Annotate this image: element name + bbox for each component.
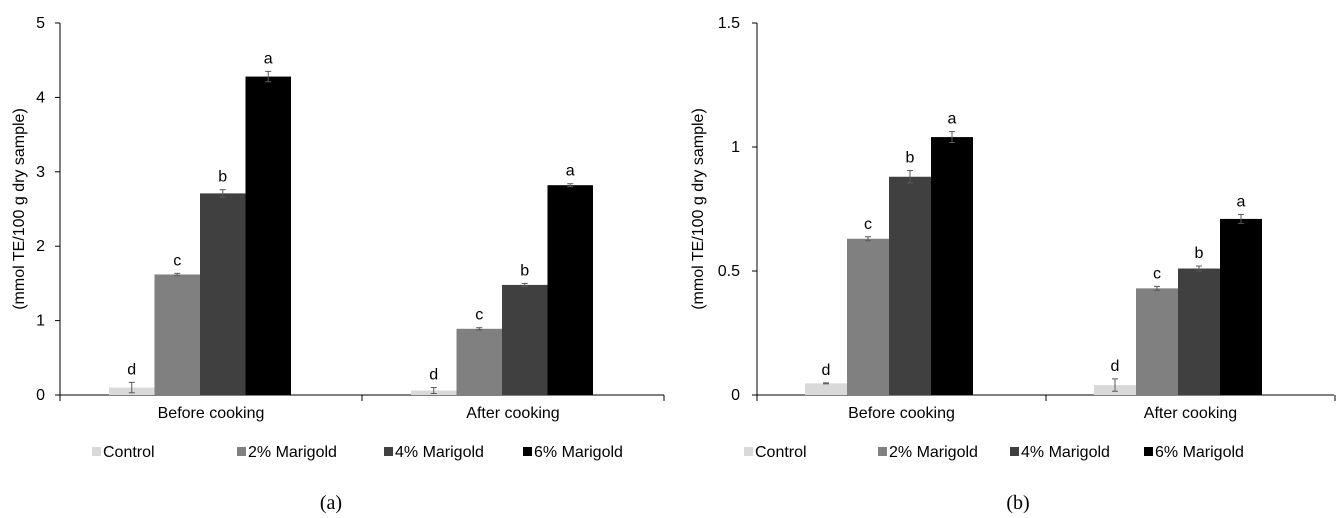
b-legend-swatch [878, 447, 887, 456]
a-bar [547, 185, 593, 395]
b-significance-letter: a [948, 111, 957, 128]
a-category-label: After cooking [466, 405, 559, 422]
a-significance-letter: b [520, 262, 529, 279]
a-y-tick-label: 3 [36, 164, 45, 181]
b-legend-label: 6% Marigold [1155, 444, 1244, 461]
a-legend-label: 4% Marigold [395, 444, 484, 461]
b-y-tick-label: 1.5 [718, 15, 740, 32]
b-legend-label: 2% Marigold [889, 444, 978, 461]
a-legend-label: 2% Marigold [248, 444, 337, 461]
b-bar [1178, 268, 1220, 395]
a-legend-swatch [523, 447, 532, 456]
b-legend-label: Control [755, 444, 807, 461]
chart-a: 0 1 2 3 4 5 (mmol TE/100 g dry sample) d c b a Befo… [11, 15, 665, 514]
a-bar [200, 193, 246, 395]
a-bar [456, 328, 502, 395]
a-significance-letter: b [218, 169, 227, 186]
b-bar [847, 238, 889, 395]
b-bar [931, 137, 973, 395]
a-panel-label: (a) [320, 492, 342, 514]
a-category-label: Before cooking [158, 405, 265, 422]
a-significance-letter: d [127, 361, 136, 378]
a-significance-letter: d [429, 367, 438, 384]
b-y-tick-label: 0 [731, 387, 740, 404]
b-significance-letter: a [1237, 193, 1246, 210]
a-legend-label: Control [103, 444, 155, 461]
a-bar [154, 274, 200, 395]
b-significance-letter: c [864, 216, 872, 233]
chart-b: 0 0.5 1 1.5 (mmol TE/100 g dry sample) d c b a Be… [690, 15, 1336, 514]
b-legend-swatch [1144, 447, 1153, 456]
b-category-label: After cooking [1144, 405, 1237, 422]
b-bar [1220, 218, 1262, 395]
a-y-tick-label: 5 [36, 15, 45, 32]
b-significance-letter: c [1153, 265, 1161, 282]
b-significance-letter: b [1195, 245, 1204, 262]
a-legend-swatch [237, 447, 246, 456]
a-y-tick-label: 1 [36, 313, 45, 330]
b-legend-swatch [1010, 447, 1019, 456]
b-y-tick-label: 0.5 [718, 263, 740, 280]
a-y-axis-label: (mmol TE/100 g dry sample) [11, 108, 28, 310]
b-bar [1136, 288, 1178, 395]
b-significance-letter: b [906, 150, 915, 167]
a-legend-swatch [384, 447, 393, 456]
a-y-tick-label: 4 [36, 89, 45, 106]
a-significance-letter: c [475, 307, 483, 324]
b-y-axis-label: (mmol TE/100 g dry sample) [690, 108, 707, 310]
b-bar [889, 176, 931, 395]
b-category-label: Before cooking [848, 405, 955, 422]
a-legend-label: 6% Marigold [534, 444, 623, 461]
a-y-tick-label: 2 [36, 238, 45, 255]
a-y-tick-label: 0 [36, 387, 45, 404]
b-legend-label: 4% Marigold [1021, 444, 1110, 461]
b-panel-label: (b) [1006, 492, 1029, 514]
a-significance-letter: a [264, 50, 273, 67]
a-bar [245, 76, 291, 396]
b-legend-swatch [744, 447, 753, 456]
b-significance-letter: d [1111, 358, 1120, 375]
a-legend-swatch [92, 447, 101, 456]
a-significance-letter: a [566, 163, 575, 180]
a-significance-letter: c [173, 252, 181, 269]
b-significance-letter: d [822, 362, 831, 379]
a-bar [502, 284, 548, 395]
b-bar [805, 383, 847, 395]
b-y-tick-label: 1 [731, 139, 740, 156]
